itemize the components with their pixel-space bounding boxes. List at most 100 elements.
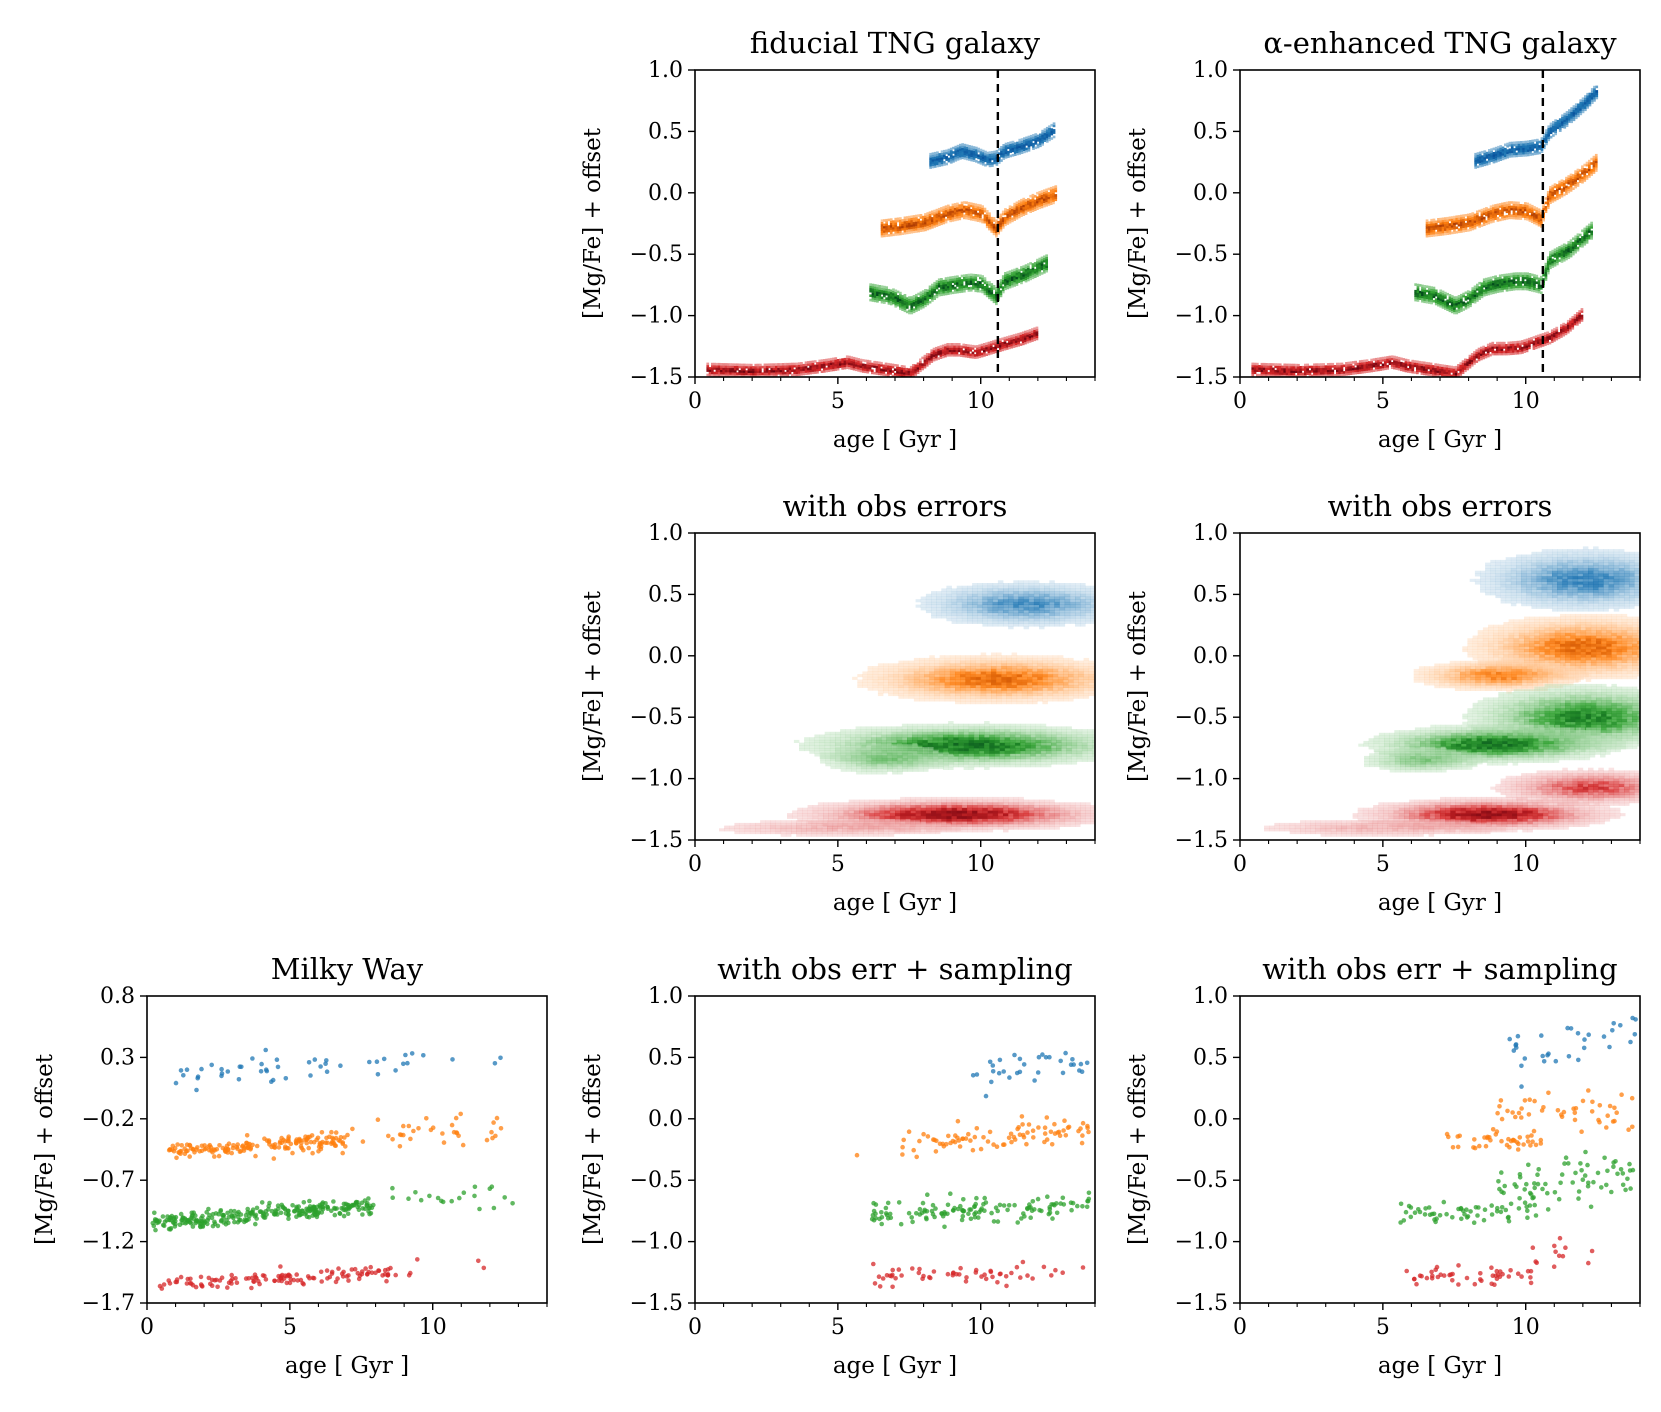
heat-cell [1583,236,1587,239]
heat-cell [763,370,767,373]
heat-cell [761,372,764,375]
heat-cell [1476,288,1479,291]
heat-cell [1022,274,1026,277]
heat-cell [1553,185,1557,189]
heat-cell [825,363,828,366]
heat-cell [759,365,762,369]
heat-cell [1011,206,1014,209]
heat-cell [1530,207,1534,210]
heat-cell [1005,342,1009,346]
heat-cell [1031,263,1035,266]
heat-cell [1574,172,1577,176]
heat-cell [887,371,890,375]
heat-cell [855,359,858,363]
heat-cell [1040,199,1044,202]
heat-cell [1443,373,1447,377]
heat-cell [976,287,980,291]
heat-cell [1576,320,1579,324]
heat-cell [963,152,967,156]
heat-cell [1397,365,1401,369]
heat-cell [1049,591,1055,595]
heat-cell [1464,358,1467,362]
heat-cell [1028,331,1032,334]
heat-cell [1524,281,1527,284]
heat-cell [727,369,730,373]
heat-cell [1469,291,1472,294]
heat-cell [965,155,969,158]
heat-cell [959,143,962,147]
heat-cell [1297,372,1300,376]
heat-cell [1034,135,1038,139]
heat-cell [1024,279,1028,283]
heat-cell [1439,296,1443,299]
heat-cell [1326,363,1330,366]
heat-cell [967,210,971,214]
heat-cell [1372,358,1376,361]
heat-cell [1029,273,1032,276]
heat-cell [1544,201,1548,205]
heat-cell [978,344,982,347]
heat-cell [887,369,890,373]
heat-cell [1013,207,1016,210]
heat-cell [1464,367,1467,370]
heat-cell [1574,237,1577,241]
heat-cell [1547,127,1551,131]
heat-cell [961,615,968,619]
heat-cell [935,286,939,290]
heat-cell [777,365,780,368]
heat-cell [1354,360,1357,364]
heat-cell [1454,372,1458,376]
heat-cell [919,293,923,297]
heat-cell [1448,307,1452,310]
heat-cell [715,362,719,366]
heat-cell [903,369,906,373]
heat-cell [1003,612,1009,616]
heat-cell [939,349,943,353]
heat-cell [1450,365,1453,369]
heat-cell [1515,141,1519,144]
heat-cell [1461,367,1465,370]
heat-cell [967,217,971,220]
heat-cell [1471,287,1475,290]
heat-cell [1455,298,1459,301]
heat-cell [997,591,1004,595]
heat-cell [968,145,971,148]
heat-cell [1441,217,1445,221]
heat-cell [977,596,983,600]
heat-cell [1008,591,1014,595]
heat-cell [1013,588,1019,592]
heat-cell [981,151,985,155]
heat-cell [1017,211,1021,214]
heat-cell [1555,333,1559,336]
heat-cell [1474,157,1477,160]
heat-cell [965,157,969,161]
heat-cell [1430,225,1433,229]
heat-cell [882,373,886,376]
heat-cell [949,280,952,284]
heat-cell [1016,150,1019,154]
heat-cell [1521,204,1525,207]
heat-cell [1400,364,1403,367]
heat-cell [948,351,952,355]
heat-cell [1470,361,1474,365]
heat-cell [1549,127,1553,130]
heat-cell [893,375,897,377]
heat-cell [903,365,906,368]
heat-cell [1556,193,1559,196]
heat-cell [1576,237,1580,241]
heat-cell [889,291,893,295]
heat-cell [955,349,959,353]
heat-cell [1574,174,1577,178]
heat-cell [915,221,918,224]
heat-cell [1505,284,1509,288]
heat-cell [1528,340,1531,343]
heat-cell [1036,207,1039,210]
heat-cell [997,620,1004,624]
heat-cell [1326,371,1330,375]
heat-cell [960,214,964,218]
heat-cell [956,290,959,294]
heat-cell [1526,209,1529,212]
heat-cell [1001,346,1004,349]
heat-cell [924,219,927,223]
heat-cell [917,229,920,233]
